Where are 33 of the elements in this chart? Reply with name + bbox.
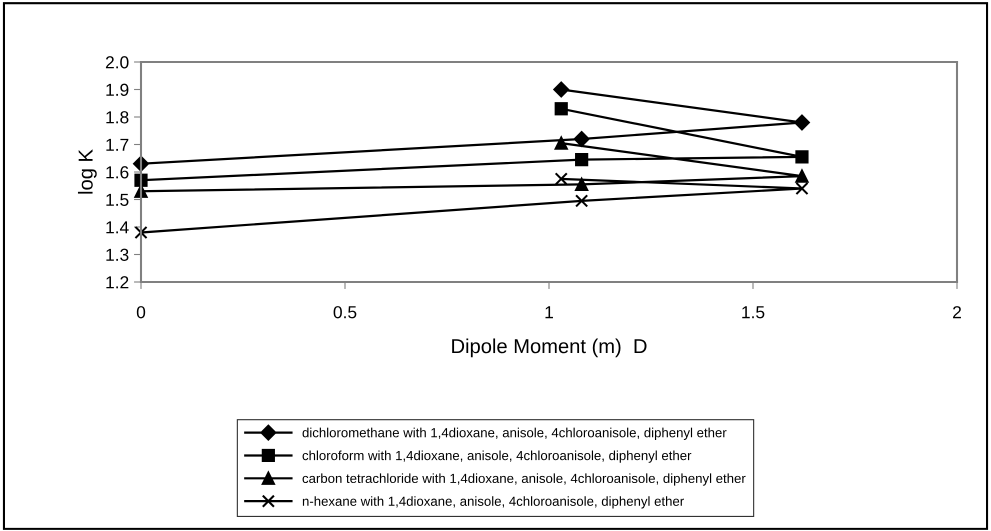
x-tick-label: 2 — [953, 306, 961, 318]
legend-label: n-hexane with 1,4dioxane, anisole, 4chloroanisole, diphenyl ether — [302, 496, 684, 509]
legend-label: chloroform with 1,4dioxane, anisole, 4chloroanisole, diphenyl ether — [302, 450, 692, 463]
x-tick-label: 1.5 — [742, 306, 764, 318]
point — [574, 131, 590, 147]
point — [795, 182, 809, 196]
point — [554, 172, 568, 186]
x-tick-label: 1 — [545, 306, 553, 318]
point — [575, 153, 588, 166]
y-tick-label: 1.7 — [106, 138, 128, 151]
y-tick-label: 1.3 — [106, 248, 128, 261]
y-tick-label: 1.4 — [106, 221, 129, 234]
point — [575, 178, 588, 191]
x-tick-label: 0.5 — [334, 306, 356, 318]
point — [795, 170, 809, 183]
point — [795, 150, 809, 164]
point — [554, 102, 568, 116]
legend-label: carbon tetrachloride with 1,4dioxane, anisole, 4chloroanisole, diphenyl ether — [302, 473, 746, 486]
y-tick-label: 1.6 — [106, 166, 128, 178]
x-tick-label: 0 — [136, 306, 146, 318]
point — [554, 136, 568, 150]
y-axis-title: log K — [78, 149, 97, 194]
point — [134, 226, 148, 240]
x-axis-title: Dipole Moment (m) D — [452, 338, 647, 358]
point — [553, 82, 570, 98]
point — [575, 194, 588, 208]
y-tick-label: 2.0 — [106, 56, 129, 68]
y-tick-label: 1.2 — [106, 276, 128, 288]
point — [794, 114, 810, 130]
y-tick-label: 1.9 — [106, 84, 128, 96]
y-tick-label: 1.8 — [106, 111, 128, 124]
legend-label: dichloromethane with 1,4dioxane, anisole, 4chloroanisole, diphenyl ether — [302, 428, 726, 440]
y-tick-label: 1.5 — [106, 194, 128, 206]
